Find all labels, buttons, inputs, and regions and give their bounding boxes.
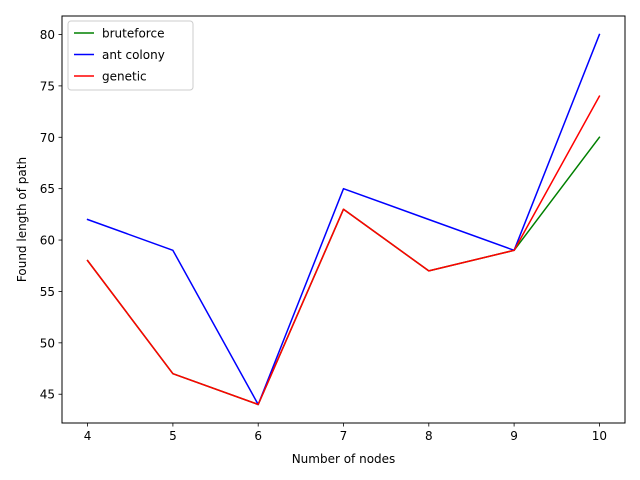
series-lines	[86, 33, 601, 406]
x-tick-label: 4	[84, 429, 92, 443]
legend-label-1: ant colony	[102, 48, 165, 62]
y-tick-label: 80	[40, 28, 55, 42]
x-tick-label: 6	[254, 429, 262, 443]
x-axis-label: Number of nodes	[292, 452, 396, 466]
legend-label-2: genetic	[102, 70, 147, 84]
y-tick-label: 70	[40, 131, 55, 145]
y-tick-label: 65	[40, 182, 55, 196]
legend-box	[67, 20, 194, 91]
series-line-2	[86, 95, 601, 406]
x-tick-label: 5	[169, 429, 177, 443]
y-tick-label: 75	[40, 79, 55, 93]
y-tick-label: 45	[40, 388, 55, 402]
x-axis-ticks: 4 5 6 7 8 9 10	[84, 423, 607, 443]
legend: bruteforce ant colony genetic	[67, 20, 194, 91]
y-tick-label: 55	[40, 285, 55, 299]
x-tick-label: 10	[592, 429, 607, 443]
legend-label-0: bruteforce	[102, 27, 164, 41]
x-tick-label: 9	[510, 429, 518, 443]
y-tick-label: 50	[40, 336, 55, 350]
y-axis-label: Found length of path	[15, 157, 29, 282]
x-tick-label: 7	[340, 429, 348, 443]
y-tick-label: 60	[40, 234, 55, 248]
y-axis-ticks: 45 50 55 60 65 70 75 80	[40, 28, 62, 402]
x-tick-label: 8	[425, 429, 433, 443]
